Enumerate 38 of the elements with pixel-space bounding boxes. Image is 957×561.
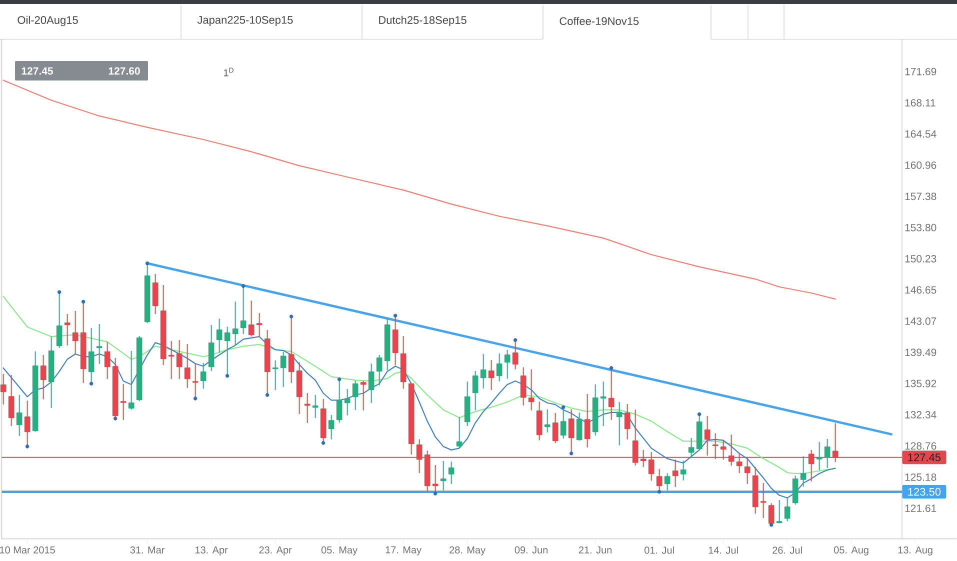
x-tick-label: 26. Jul <box>772 546 802 554</box>
text: Dutch25-18Sep15 <box>379 16 466 26</box>
text: Japan225-10Sep15 <box>197 16 293 26</box>
y-tick-label: 128.76 <box>905 442 936 450</box>
x-tick-label: 31. Mar <box>130 546 165 554</box>
x-tick-label: 13. Aug <box>898 546 932 556</box>
annotation: 127.45 <box>22 67 54 75</box>
x-tick-label: 13. Apr <box>195 546 228 556</box>
ref-line-label: 127.45 <box>908 453 941 462</box>
x-tick-label: 05. May <box>321 546 358 556</box>
x-tick-label: 23. Apr <box>259 546 292 556</box>
y-tick-label: 139.49 <box>905 348 936 356</box>
y-tick-label: 143.07 <box>905 317 936 325</box>
x-tick-label: 28. May <box>450 546 486 556</box>
y-tick-label: 168.11 <box>905 99 936 107</box>
annotation: 127.60 <box>108 67 140 75</box>
x-tick-label: 09. Jun <box>514 546 548 554</box>
x-tick-label: 21. Jun <box>578 546 612 554</box>
text: Coffee-19Nov15 <box>560 16 639 26</box>
y-tick-label: 135.92 <box>905 380 936 388</box>
y-tick-label: 164.54 <box>905 130 936 138</box>
x-tick-label: 17. May <box>386 546 422 556</box>
ref-line-label: 123.50 <box>908 488 941 496</box>
y-tick-label: 146.65 <box>905 286 936 294</box>
y-tick-label: 157.38 <box>905 192 936 200</box>
text: Oil-20Aug15 <box>18 16 78 26</box>
y-tick-label: 171.69 <box>905 68 936 76</box>
y-tick-label: 125.18 <box>905 473 936 481</box>
y-tick-label: 132.34 <box>905 411 936 418</box>
x-tick-label: 10 Mar 2015 <box>0 546 55 554</box>
y-tick-label: 150.23 <box>905 255 936 262</box>
x-tick-label: 01. Jul <box>644 546 674 554</box>
annotation: 1$^{D}$ <box>224 68 234 76</box>
y-tick-label: 121.61 <box>905 504 936 512</box>
x-tick-label: 05. Aug <box>834 546 868 556</box>
y-tick-label: 160.96 <box>905 161 936 169</box>
y-tick-label: 153.80 <box>905 224 936 232</box>
x-tick-label: 14. Jul <box>708 546 738 554</box>
